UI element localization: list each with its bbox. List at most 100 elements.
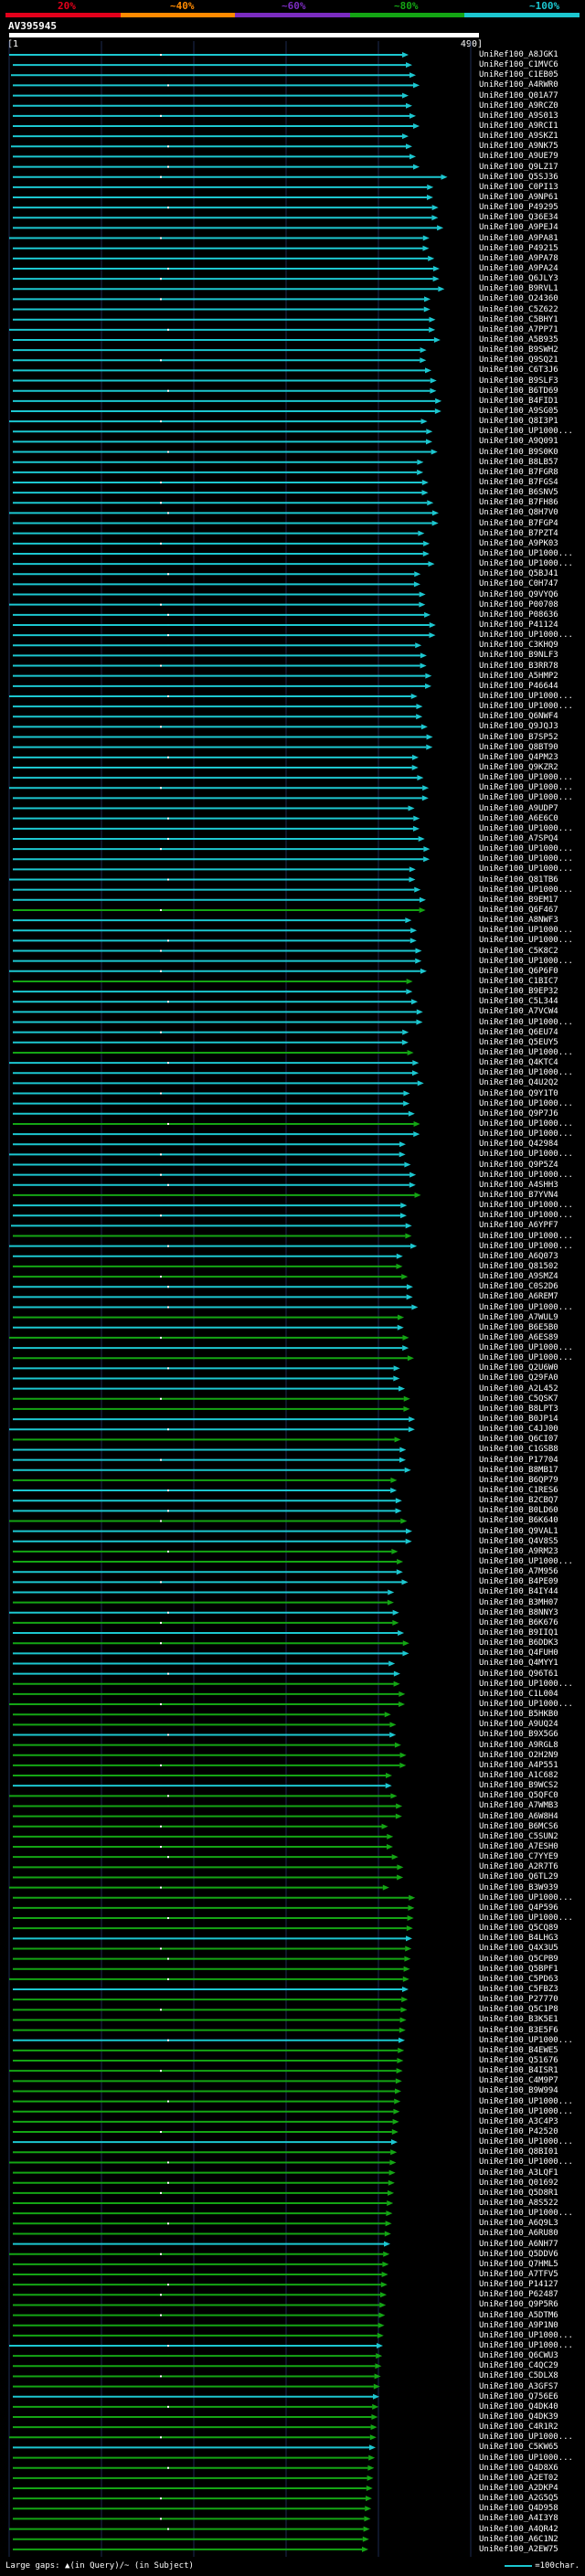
hit-label: UniRef100_A9PA81	[479, 233, 558, 243]
hit-arrow	[382, 1884, 389, 1891]
legend-label-60: ~60%	[282, 0, 306, 12]
hit-arrow	[431, 449, 438, 455]
hit-label: UniRef100_UP1000...	[479, 793, 573, 803]
hit-arrow	[413, 1131, 420, 1138]
hit-arrow	[408, 1426, 415, 1433]
gap-marker	[167, 2100, 169, 2103]
hit-label: UniRef100_Q8I3P1	[479, 417, 558, 427]
hit-label: UniRef100_A7SPQ4	[479, 833, 558, 843]
identity-color-scale	[5, 13, 580, 17]
gap-marker	[167, 389, 169, 392]
hit-label: UniRef100_Q8H7V0	[479, 508, 558, 518]
hit-label: UniRef100_UP1000...	[479, 885, 573, 895]
hit-arrow	[414, 886, 421, 893]
hit-arrow	[377, 2332, 384, 2338]
hit-label: UniRef100_A6NH77	[479, 2239, 558, 2249]
hit-arrow	[404, 1467, 411, 1473]
gap-marker	[167, 2181, 169, 2184]
hit-label: UniRef100_Q01A77	[479, 90, 558, 101]
gap-marker	[167, 694, 169, 697]
hit-label: UniRef100_B9SWH2	[479, 345, 558, 355]
hit-label: UniRef100_UP1000...	[479, 1129, 573, 1140]
hit-label: UniRef100_A9RCZ0	[479, 101, 558, 111]
hit-label: UniRef100_Q4X3U5	[479, 1944, 558, 1954]
hit-label: UniRef100_Q4V8S5	[479, 1536, 558, 1546]
hit-arrow	[379, 2302, 387, 2308]
scale-line-icon	[505, 2564, 533, 2567]
hit-arrow	[396, 1253, 403, 1259]
gap-marker	[160, 908, 162, 911]
gap-marker	[160, 542, 162, 545]
hit-label: UniRef100_A5B935	[479, 334, 558, 345]
hit-label: UniRef100_C5QSK7	[479, 1394, 558, 1404]
gap-marker	[167, 1001, 169, 1003]
hit-arrow	[406, 1935, 412, 1942]
hit-arrow	[395, 1813, 402, 1819]
hit-arrow	[402, 1987, 409, 1993]
hit-arrow	[363, 2526, 370, 2532]
hit-label: UniRef100_B6K676	[479, 1617, 558, 1627]
gap-marker	[167, 84, 169, 87]
hit-arrow	[432, 276, 440, 282]
hit-arrow	[410, 1171, 417, 1178]
hit-arrow	[406, 1284, 413, 1290]
gap-marker	[160, 359, 162, 362]
hit-label: UniRef100_Q6CWU3	[479, 2351, 558, 2361]
hit-arrow	[403, 1405, 410, 1412]
hit-arrow	[441, 174, 448, 180]
hit-label: UniRef100_A4QR42	[479, 2524, 558, 2534]
hit-label: UniRef100_C7YYE9	[479, 1852, 558, 1862]
hit-arrow	[419, 906, 426, 913]
hit-arrow	[406, 143, 412, 150]
hit-arrow	[368, 2454, 376, 2461]
hit-arrow	[431, 520, 439, 526]
hit-label: UniRef100_A9UDP7	[479, 803, 558, 813]
hit-arrow	[362, 2546, 368, 2552]
hit-label: UniRef100_UP1000...	[479, 559, 573, 569]
hit-label: UniRef100_C5KW65	[479, 2443, 558, 2453]
hit-label: UniRef100_A9NK75	[479, 142, 558, 152]
query-scale-start: [1	[7, 39, 19, 49]
hit-label: UniRef100_Q81502	[479, 1261, 558, 1271]
hit-label: UniRef100_Q9P5R6	[479, 2300, 558, 2310]
hit-arrow	[405, 1538, 412, 1544]
hit-label: UniRef100_UP1000...	[479, 631, 573, 641]
hit-arrow	[422, 245, 430, 251]
hit-label: UniRef100_A2ET02	[479, 2473, 558, 2483]
hit-arrow	[406, 1925, 413, 1932]
hit-label: UniRef100_Q6P6F0	[479, 966, 558, 976]
hit-arrow	[395, 2078, 402, 2084]
gap-marker	[160, 2375, 162, 2378]
gap-marker	[160, 1947, 162, 1950]
gap-marker	[167, 1795, 169, 1797]
hit-label: UniRef100_Q4P596	[479, 1903, 558, 1913]
hit-label: UniRef100_Q6NWF4	[479, 712, 558, 722]
hit-arrow	[369, 2444, 376, 2451]
gap-marker	[167, 451, 169, 453]
gap-marker	[167, 2466, 169, 2469]
hit-label: UniRef100_UP1000...	[479, 2096, 573, 2106]
hit-arrow	[420, 968, 427, 974]
gap-marker	[160, 2070, 162, 2072]
hit-label: UniRef100_Q8BT90	[479, 742, 558, 752]
hit-arrow	[419, 601, 426, 608]
hit-arrow	[416, 704, 423, 710]
gap-marker	[167, 2528, 169, 2530]
gap-marker	[160, 2131, 162, 2134]
hit-arrow	[410, 693, 418, 699]
hit-arrow	[433, 336, 441, 343]
gap-marker	[160, 420, 162, 423]
hit-arrow	[394, 1436, 401, 1443]
hit-arrow	[412, 1060, 420, 1066]
hit-arrow	[431, 205, 439, 211]
hit-label: UniRef100_UP1000...	[479, 1231, 573, 1241]
hit-arrow	[406, 102, 412, 109]
query-scale: [1 490]	[7, 39, 483, 50]
hit-arrow	[402, 1345, 410, 1352]
hit-label: UniRef100_C5PD63	[479, 1974, 558, 1984]
hit-label: UniRef100_B4PE09	[479, 1577, 558, 1587]
hit-label: UniRef100_UP1000...	[479, 702, 573, 712]
hit-arrow	[431, 215, 439, 221]
hit-arrow	[372, 2403, 379, 2410]
gap-marker	[160, 502, 162, 504]
